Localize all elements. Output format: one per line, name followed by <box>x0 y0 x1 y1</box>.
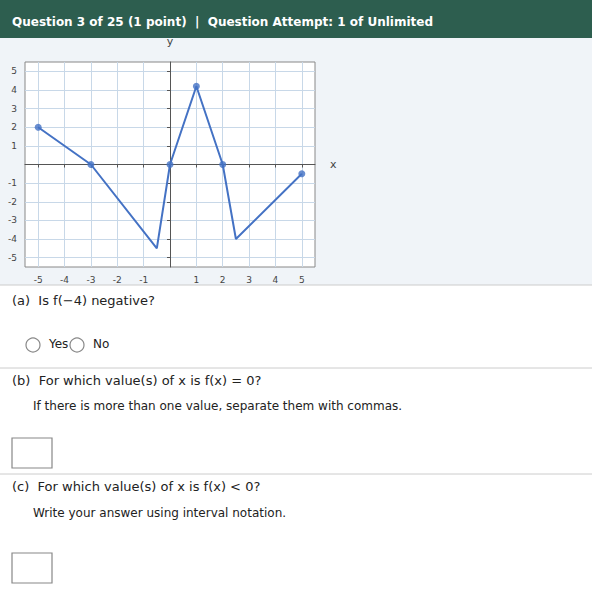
svg-text:1: 1 <box>193 275 199 285</box>
svg-text:-2: -2 <box>113 275 122 285</box>
svg-text:-4: -4 <box>60 275 69 285</box>
svg-text:y: y <box>167 35 174 48</box>
svg-text:3: 3 <box>246 275 252 285</box>
svg-text:(a) Is f(−4) negative?: (a) Is f(−4) negative? <box>12 293 155 308</box>
svg-text:3: 3 <box>11 104 17 114</box>
svg-text:5: 5 <box>11 66 17 76</box>
svg-text:Question 3 of 25 (1 point) |: Question 3 of 25 (1 point) | Question At… <box>12 15 433 29</box>
svg-text:-5: -5 <box>34 275 43 285</box>
svg-text:Write your answer using interv: Write your answer using interval notatio… <box>33 506 286 520</box>
svg-text:5: 5 <box>299 275 305 285</box>
svg-text:-1: -1 <box>139 275 148 285</box>
svg-text:No: No <box>93 337 109 351</box>
svg-text:1: 1 <box>11 141 17 151</box>
svg-text:4: 4 <box>11 85 17 95</box>
svg-text:2: 2 <box>220 275 226 285</box>
svg-text:2: 2 <box>11 122 17 132</box>
svg-text:-2: -2 <box>8 197 17 207</box>
svg-text:-3: -3 <box>8 215 17 225</box>
svg-text:Yes: Yes <box>48 337 68 351</box>
svg-text:-3: -3 <box>86 275 95 285</box>
svg-text:(b) For which value(s) of x i: (b) For which value(s) of x is f(x) = 0? <box>12 373 261 388</box>
svg-text:-4: -4 <box>8 234 17 244</box>
svg-text:(c) For which value(s) of x i: (c) For which value(s) of x is f(x) < 0? <box>12 479 260 494</box>
svg-text:-1: -1 <box>8 178 17 188</box>
svg-text:If there is more than one valu: If there is more than one value, separat… <box>33 399 402 413</box>
svg-text:x: x <box>330 158 337 171</box>
svg-text:4: 4 <box>273 275 279 285</box>
svg-text:-5: -5 <box>8 253 17 263</box>
